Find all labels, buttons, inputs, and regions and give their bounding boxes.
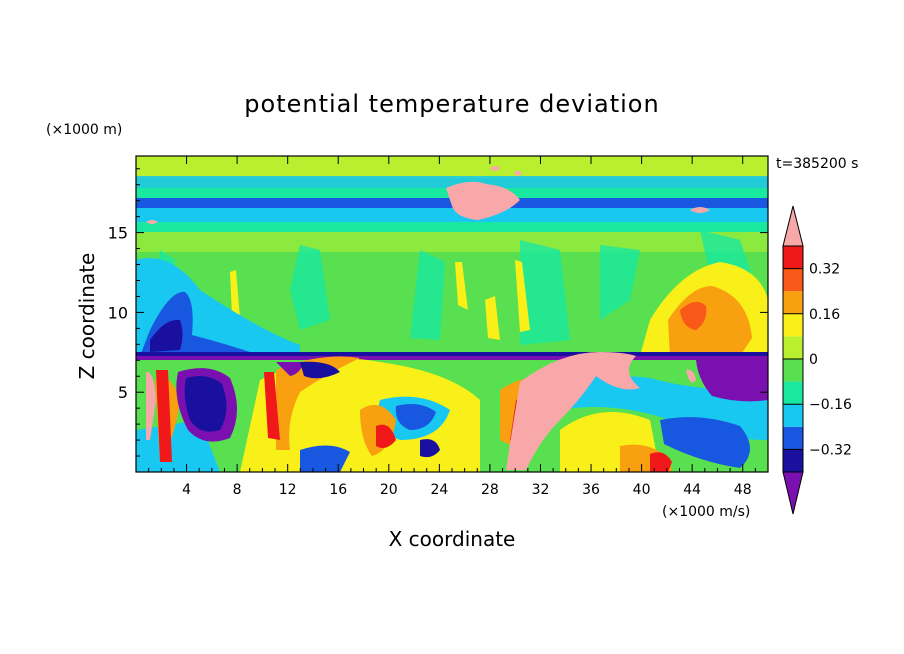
lower-blue-regions bbox=[300, 404, 750, 472]
x-tick-label: 24 bbox=[430, 482, 448, 498]
x-tick-label: 32 bbox=[532, 482, 550, 498]
x-tick-label: 40 bbox=[633, 482, 651, 498]
time-label: t=385200 s bbox=[776, 156, 858, 172]
lower-purple-cells bbox=[176, 360, 768, 442]
y-unit-label: (×1000 m) bbox=[46, 122, 122, 138]
colorbar-band bbox=[783, 381, 803, 405]
right-red-spot bbox=[680, 301, 707, 330]
contour-field bbox=[136, 156, 768, 472]
seagreen-streaks bbox=[150, 230, 760, 345]
colorbar-tick-label: 0 bbox=[809, 352, 818, 368]
y-axis: 5 10 15 bbox=[108, 168, 768, 457]
lower-yellow-waves bbox=[240, 358, 660, 472]
x-unit-label: (×1000 m/s) bbox=[662, 504, 750, 520]
colorbar: 0.32 0.16 0 −0.16 −0.32 bbox=[782, 205, 852, 515]
x-tick-label: 28 bbox=[481, 482, 499, 498]
lower-pink-plume bbox=[146, 352, 696, 470]
chart-title: potential temperature deviation bbox=[244, 90, 659, 118]
y-tick-label: 15 bbox=[108, 224, 128, 243]
x-tick-label: 12 bbox=[279, 482, 297, 498]
x-tick-label: 44 bbox=[683, 482, 701, 498]
y-tick-label: 5 bbox=[118, 383, 128, 402]
upper-pink-cloud bbox=[446, 181, 520, 220]
colorbar-tick-label: 0.32 bbox=[809, 262, 840, 278]
x-axis-label: X coordinate bbox=[389, 527, 516, 551]
band-lime bbox=[136, 232, 768, 252]
colorbar-band bbox=[783, 449, 803, 472]
x-tick-label: 48 bbox=[734, 482, 752, 498]
band-seagreen-stripe bbox=[136, 222, 768, 232]
right-orange-region bbox=[668, 286, 752, 356]
inversion-purple bbox=[136, 356, 768, 360]
band-top-yellowgreen bbox=[136, 156, 768, 178]
x-tick-label: 16 bbox=[329, 482, 347, 498]
colorbar-tick-label: −0.16 bbox=[809, 397, 852, 413]
lower-cyan-regions bbox=[136, 375, 768, 472]
x-tick-label: 20 bbox=[380, 482, 398, 498]
colorbar-band bbox=[783, 336, 803, 359]
x-tick-label: 8 bbox=[233, 482, 242, 498]
left-navy-plume bbox=[150, 319, 183, 352]
colorbar-band bbox=[783, 359, 803, 382]
x-tick-label: 36 bbox=[582, 482, 600, 498]
colorbar-band bbox=[783, 246, 803, 269]
y-axis-label: Z coordinate bbox=[75, 253, 99, 380]
colorbar-extend-bottom bbox=[782, 471, 804, 515]
colorbar-band bbox=[783, 426, 803, 450]
x-tick-label: 4 bbox=[182, 482, 191, 498]
colorbar-tick-label: 0.16 bbox=[809, 307, 840, 323]
band-cyan-stripe bbox=[136, 208, 768, 222]
colorbar-band bbox=[783, 291, 803, 314]
colorbar-band bbox=[783, 313, 803, 337]
colorbar-extend-top bbox=[782, 205, 804, 247]
colorbar-band bbox=[783, 404, 803, 427]
band-top-cyan bbox=[136, 176, 768, 190]
colorbar-tick-label: −0.32 bbox=[809, 442, 852, 458]
colorbar-band bbox=[783, 268, 803, 292]
x-axis: 4 8 12 16 20 24 28 32 36 40 44 48 bbox=[148, 156, 756, 498]
y-tick-label: 10 bbox=[108, 303, 128, 322]
